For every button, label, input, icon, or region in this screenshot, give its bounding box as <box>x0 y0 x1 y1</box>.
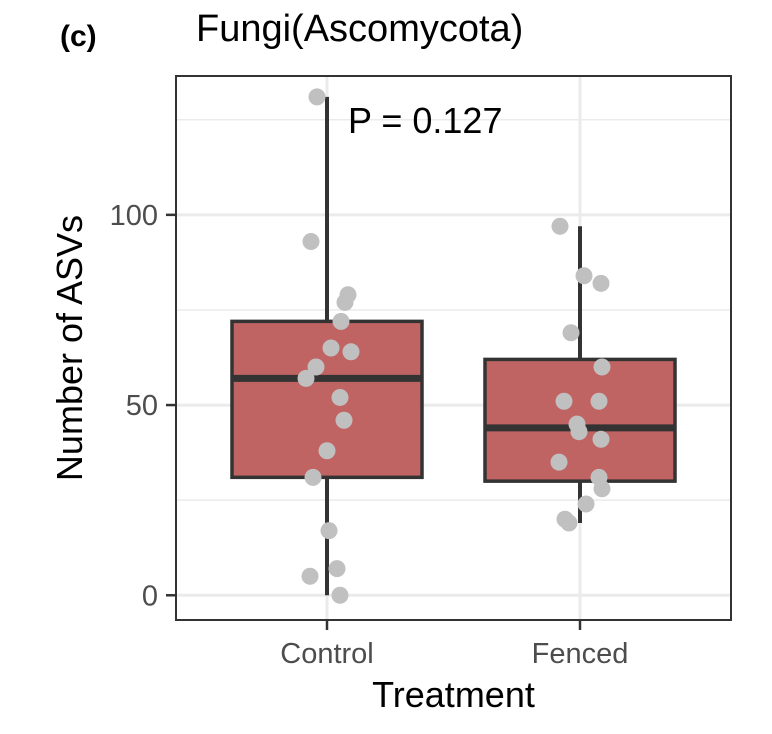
point-control <box>304 468 322 486</box>
y-tick-label: 0 <box>142 580 158 612</box>
point-control <box>301 567 319 585</box>
point-control <box>342 343 360 361</box>
panel-border <box>175 75 732 621</box>
point-fenced <box>555 392 573 410</box>
box-fenced <box>483 226 677 523</box>
point-fenced <box>560 514 578 532</box>
point-fenced <box>562 324 580 342</box>
point-fenced <box>592 430 610 448</box>
y-axis-title: Number of ASVs <box>49 215 90 481</box>
point-control <box>302 232 320 250</box>
point-fenced <box>570 423 588 441</box>
point-control <box>297 369 315 387</box>
point-fenced <box>551 217 569 235</box>
p-value-annotation: P = 0.127 <box>348 100 502 141</box>
point-control <box>335 411 353 429</box>
chart-title: Fungi(Ascomycota) <box>196 8 524 50</box>
panel-tag: (c) <box>60 20 97 53</box>
point-control <box>336 293 354 311</box>
point-fenced <box>593 358 611 376</box>
point-fenced <box>592 274 610 292</box>
x-tick-label: Control <box>280 638 374 670</box>
point-fenced <box>590 392 608 410</box>
y-tick-label: 50 <box>126 390 158 422</box>
point-control <box>318 442 336 460</box>
point-fenced <box>575 267 593 285</box>
x-axis-title: Treatment <box>372 674 535 715</box>
point-control <box>322 339 340 357</box>
point-control <box>308 88 326 106</box>
data-points <box>297 88 611 604</box>
point-fenced <box>550 453 568 471</box>
y-tick-label: 100 <box>110 200 158 232</box>
point-control <box>332 312 350 330</box>
axis-ticks: 0 50 100 Control Fenced <box>110 200 629 670</box>
point-control <box>307 358 325 376</box>
point-control <box>320 522 338 540</box>
point-fenced <box>593 480 611 498</box>
box-iqr <box>483 357 677 483</box>
point-control <box>328 560 346 578</box>
point-control <box>331 586 349 604</box>
point-control <box>331 388 349 406</box>
x-tick-label: Fenced <box>532 638 629 670</box>
point-fenced <box>577 495 595 513</box>
